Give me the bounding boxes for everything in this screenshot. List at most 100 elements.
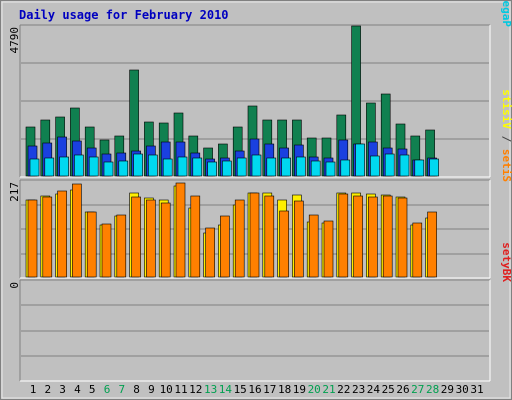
x-tick-label-day-14: 14 (219, 383, 233, 396)
bar-pages-day-23 (355, 143, 365, 177)
legend-text: segaP (500, 0, 512, 27)
bar-pages-day-9 (148, 154, 158, 177)
bar-sites-day-14 (220, 215, 230, 278)
x-tick-label-day-1: 1 (30, 383, 37, 396)
x-axis: 1 2 3 4 5 6 7 8 9 10 11 12 13 14 15 16 17 18 19 20 21 22 23 24 2… (30, 383, 484, 396)
bar-pages-day-25 (384, 153, 395, 177)
x-tick-label-day-3: 3 (59, 383, 66, 396)
x-tick-label-day-7: 7 (118, 383, 125, 396)
x-tick-label-day-21: 21 (322, 383, 335, 396)
bar-sites-day-11 (175, 182, 186, 278)
bar-sites-day-7 (116, 214, 127, 278)
bar-sites-day-6 (101, 223, 112, 278)
bar-sites-day-5 (86, 211, 97, 278)
bar-pages-day-14 (222, 160, 232, 177)
series-legend-label: stisiV / setiS (500, 89, 512, 182)
bar-pages-day-17 (266, 157, 277, 177)
x-tick-label-day-23: 23 (352, 383, 365, 396)
bar-pages-day-18 (281, 157, 291, 177)
x-tick-label-day-22: 22 (337, 383, 350, 396)
bar-pages-day-7 (118, 160, 129, 177)
bar-sites-day-10 (160, 202, 171, 278)
bar-pages-day-1 (29, 158, 40, 177)
bar-sites-day-8 (131, 196, 141, 278)
bar-sites-day-28 (427, 211, 437, 278)
bar-pages-day-10 (162, 158, 173, 177)
x-tick-label-day-4: 4 (74, 383, 81, 396)
bar-sites-day-12 (190, 195, 201, 278)
bar-sites-day-17 (264, 195, 275, 278)
bar-sites-day-23 (353, 195, 363, 278)
bar-sites-day-16 (249, 192, 260, 278)
bar-sites-day-24 (368, 196, 378, 278)
bar-pages-day-5 (88, 156, 99, 177)
bar-pages-day-2 (44, 157, 55, 177)
panel-kbytes: 0 setyBK (8, 242, 512, 382)
bar-pages-day-24 (370, 155, 380, 177)
chart-title: Daily usage for February 2010 (19, 8, 229, 22)
y-max-label: 0 (8, 282, 21, 289)
bar-pages-day-20 (310, 160, 321, 177)
x-tick-label-day-18: 18 (278, 383, 291, 396)
bar-pages-day-21 (325, 161, 336, 177)
x-tick-label-day-10: 10 (160, 383, 173, 396)
legend-text: setiS (500, 149, 512, 182)
bar-pages-day-13 (207, 161, 217, 177)
x-tick-label-day-26: 26 (396, 383, 409, 396)
bar-sites-day-9 (146, 199, 156, 278)
bar-sites-day-3 (57, 190, 67, 278)
x-tick-label-day-2: 2 (44, 383, 51, 396)
bar-sites-day-13 (205, 227, 215, 278)
bar-sites-day-26 (397, 197, 408, 278)
bar-pages-day-28 (429, 158, 439, 177)
bar-sites-day-2 (42, 196, 53, 278)
bar-pages-day-8 (133, 153, 143, 177)
y-max-label: 217 (8, 182, 21, 202)
bar-pages-day-11 (177, 156, 188, 177)
x-tick-label-day-12: 12 (189, 383, 202, 396)
bar-sites-day-19 (294, 200, 304, 278)
x-tick-label-day-8: 8 (133, 383, 140, 396)
bar-pages-day-26 (399, 154, 410, 177)
x-tick-label-day-25: 25 (382, 383, 395, 396)
legend-text: setyBK (500, 242, 512, 282)
bar-pages-day-22 (340, 159, 351, 177)
x-tick-label-day-11: 11 (174, 383, 187, 396)
x-tick-label-day-9: 9 (148, 383, 155, 396)
x-tick-label-day-19: 19 (293, 383, 306, 396)
x-tick-label-day-5: 5 (89, 383, 96, 396)
bar-pages-day-12 (192, 157, 203, 177)
x-tick-label-day-15: 15 (234, 383, 247, 396)
bar-pages-day-4 (74, 154, 84, 177)
panel-visits-sites: 217 stisiV / setiS (8, 89, 512, 279)
panels-layer: 4790 stiH / seliF / segaP 217 stisiV / seti… (8, 0, 512, 382)
bar-sites-day-15 (234, 199, 245, 278)
bar-sites-day-27 (412, 222, 423, 278)
series-legend-label: setyBK (500, 242, 512, 282)
x-tick-label-day-13: 13 (204, 383, 217, 396)
x-tick-label-day-6: 6 (104, 383, 111, 396)
bar-sites-day-20 (308, 214, 319, 278)
y-max-label: 4790 (8, 27, 21, 54)
bar-sites-day-25 (382, 195, 393, 278)
x-tick-label-day-31: 31 (470, 383, 483, 396)
x-tick-label-day-16: 16 (248, 383, 261, 396)
x-tick-label-day-24: 24 (367, 383, 381, 396)
bar-sites-day-22 (338, 193, 349, 278)
bar-sites-day-18 (279, 210, 289, 278)
bar-sites-day-4 (72, 183, 82, 278)
bar-pages-day-16 (251, 154, 262, 177)
bar-pages-day-27 (414, 159, 425, 177)
legend-text: stisiV (500, 89, 512, 129)
x-tick-label-day-28: 28 (426, 383, 439, 396)
bar-pages-day-19 (296, 156, 306, 177)
x-tick-label-day-17: 17 (263, 383, 276, 396)
bar-sites-day-1 (27, 199, 38, 278)
x-tick-label-day-27: 27 (411, 383, 424, 396)
series-legend-label: stiH / seliF / segaP (500, 0, 512, 27)
panel-hits-files-pages: 4790 stiH / seliF / segaP (8, 0, 512, 178)
bar-sites-day-21 (323, 220, 334, 278)
bar-pages-day-3 (59, 156, 69, 177)
